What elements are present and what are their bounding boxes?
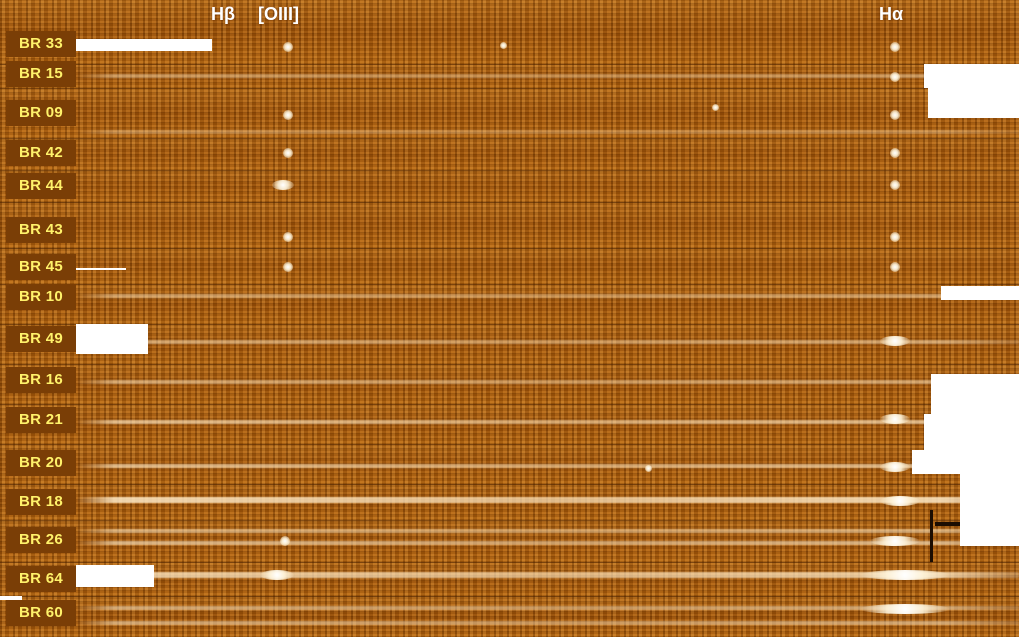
emission-knot (645, 465, 652, 472)
emission-knot (890, 72, 900, 82)
spectrum-strip (0, 0, 1019, 64)
emission-knot (890, 262, 900, 272)
masked-region (924, 414, 1019, 450)
spectrum-strip (0, 284, 1019, 324)
spectrum-label: BR 42 (6, 140, 76, 166)
spectrum-strip (0, 364, 1019, 404)
spectrum-strip (0, 484, 1019, 520)
spectrum-label: BR 49 (6, 326, 76, 352)
spectrum-strip (0, 88, 1019, 138)
line-label-halpha: Hα (879, 4, 904, 24)
masked-region (931, 374, 1019, 414)
spectrum-label: BR 44 (6, 173, 76, 199)
spectrum-label: BR 09 (6, 100, 76, 126)
emission-knot (712, 104, 719, 111)
emission-knot (272, 180, 294, 190)
emission-knot (890, 148, 900, 158)
spectrum-label: BR 10 (6, 284, 76, 310)
emission-knot (283, 262, 293, 272)
spectrum-label: BR 16 (6, 367, 76, 393)
spectrum-strip (0, 520, 1019, 562)
masked-region (941, 286, 1019, 300)
line-label-oiii: [OIII] (258, 4, 299, 24)
emission-knot (260, 570, 294, 580)
spectrum-label: BR 20 (6, 450, 76, 476)
detector-artifact (935, 522, 960, 526)
spectrum-strip (0, 64, 1019, 88)
spectrum-strip (0, 404, 1019, 444)
masked-region (928, 88, 1019, 118)
spectrum-label: BR 60 (6, 600, 76, 626)
spectrum-label: BR 26 (6, 527, 76, 553)
spectrum-strip (0, 202, 1019, 248)
emission-knot (890, 110, 900, 120)
spectrum-label: BR 15 (6, 61, 76, 87)
detector-artifact (930, 510, 933, 562)
spectrum-label: BR 64 (6, 566, 76, 592)
masked-region (76, 39, 212, 51)
masked-region (76, 268, 126, 270)
emission-knot (500, 42, 507, 49)
masked-region (912, 450, 1019, 474)
emission-knot (870, 536, 920, 546)
spectrum-label: BR 45 (6, 254, 76, 280)
spectrum-label: BR 33 (6, 31, 76, 57)
emission-knot (283, 110, 293, 120)
spectrum-strip (0, 596, 1019, 637)
emission-knot (880, 414, 910, 424)
spectrum-label: BR 18 (6, 489, 76, 515)
masked-region (0, 596, 22, 600)
emission-knot (860, 570, 950, 580)
spectrum-strip (0, 170, 1019, 202)
emission-knot (890, 180, 900, 190)
emission-knot (280, 536, 290, 546)
spectrum-strip (0, 562, 1019, 596)
line-label-hbeta: Hβ (211, 4, 235, 24)
masked-region (76, 565, 154, 587)
spectrum-strip (0, 444, 1019, 484)
emission-knot (890, 232, 900, 242)
masked-region (960, 474, 1019, 546)
emission-knot (283, 232, 293, 242)
emission-knot (890, 42, 900, 52)
emission-knot (283, 42, 293, 52)
spectrum-strip (0, 324, 1019, 364)
spectrum-label: BR 43 (6, 217, 76, 243)
emission-knot (283, 148, 293, 158)
masked-region (924, 64, 1019, 88)
spectrum-strip (0, 248, 1019, 284)
masked-region (76, 324, 148, 354)
spectrum-strip (0, 138, 1019, 170)
emission-knot (880, 336, 910, 346)
spectrum-label: BR 21 (6, 407, 76, 433)
emission-knot (860, 604, 950, 614)
emission-knot (880, 462, 910, 472)
emission-knot (880, 496, 920, 506)
